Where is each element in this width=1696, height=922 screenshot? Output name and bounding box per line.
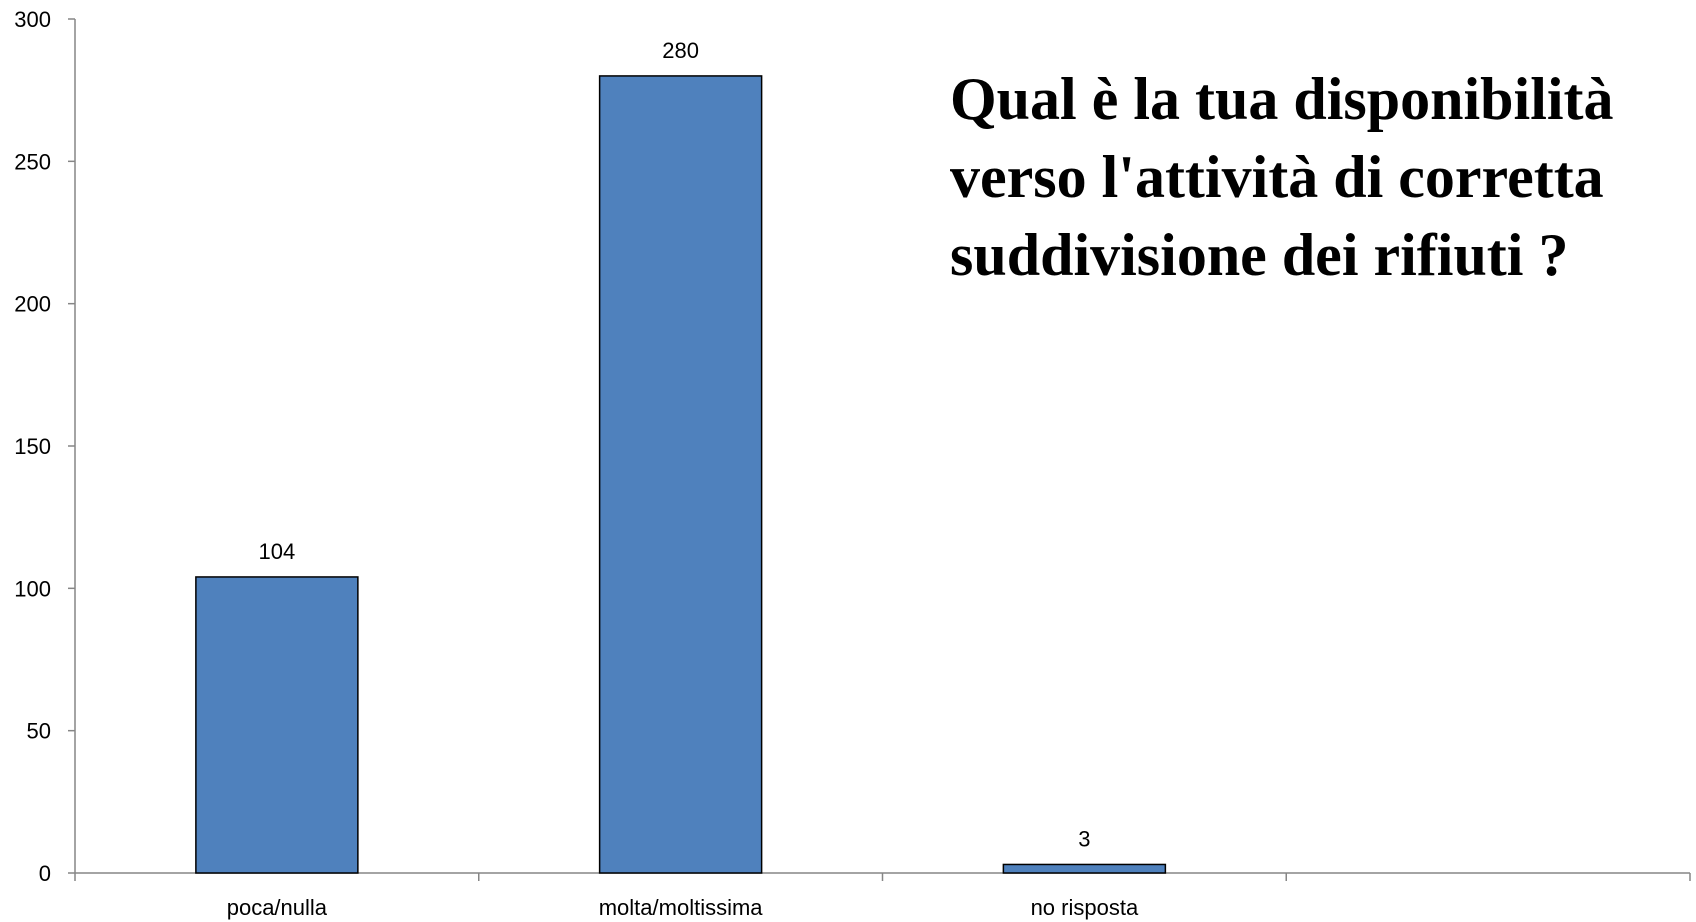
y-tick-label: 150 bbox=[14, 434, 51, 459]
data-label: 3 bbox=[1078, 826, 1090, 851]
bar-no-risposta bbox=[1002, 863, 1167, 874]
y-tick-label: 50 bbox=[27, 719, 51, 744]
y-tick-label: 100 bbox=[14, 576, 51, 601]
y-tick-label: 250 bbox=[14, 149, 51, 174]
x-category-label: no risposta bbox=[1031, 895, 1139, 920]
x-category-label: molta/moltissima bbox=[599, 895, 764, 920]
chart-title: Qual è la tua disponibilità verso l'atti… bbox=[950, 66, 1614, 288]
y-tick-label: 0 bbox=[39, 861, 51, 886]
y-tick-label: 200 bbox=[14, 292, 51, 317]
bar-molta-moltissima bbox=[598, 75, 763, 874]
data-label: 104 bbox=[259, 539, 296, 564]
x-category-label: poca/nulla bbox=[227, 895, 328, 920]
data-label: 280 bbox=[662, 38, 699, 63]
y-tick-label: 300 bbox=[14, 7, 51, 32]
bar-poca-nulla bbox=[195, 576, 359, 874]
